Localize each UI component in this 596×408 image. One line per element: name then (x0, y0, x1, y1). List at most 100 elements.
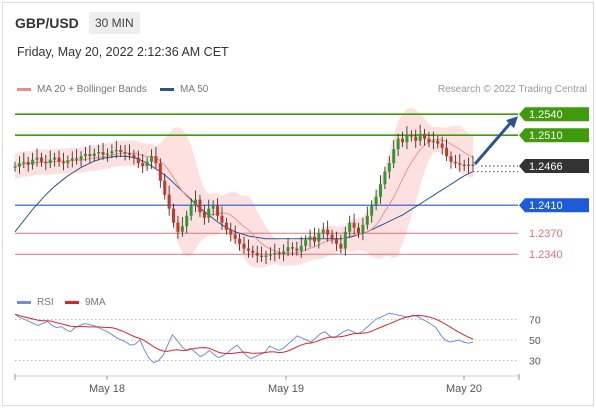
legend-ma20: MA 20 + Bollinger Bands (17, 84, 147, 95)
candle-body (326, 229, 330, 235)
candle-body (48, 159, 52, 164)
candle-body (462, 164, 466, 166)
candle-body (242, 243, 246, 249)
candle-body (13, 166, 17, 168)
candle-body (471, 164, 475, 166)
candle-body (339, 243, 343, 249)
legend-ma50-label: MA 50 (180, 84, 209, 95)
candle-body (158, 163, 162, 181)
price-tag-text-1.2370: 1.2370 (529, 228, 563, 240)
candle-body (150, 156, 154, 162)
candle-body (61, 161, 65, 164)
candle-body (431, 140, 435, 143)
candle-body (128, 153, 131, 155)
candle-body (321, 229, 325, 234)
candle-body (163, 180, 167, 195)
price-tag-1.2466 (519, 159, 589, 173)
candle-body (396, 138, 400, 150)
candle-body (467, 164, 471, 166)
candle-body (427, 138, 431, 143)
ma50-swatch (160, 87, 174, 91)
x-tick-label: May 19 (268, 383, 304, 395)
candle-body (233, 234, 237, 239)
candle-body (198, 199, 202, 213)
candle-body (224, 222, 228, 230)
candle-body (101, 152, 105, 155)
candle-body (39, 157, 43, 162)
legend-rsi: RSI (17, 297, 54, 308)
price-tag-1.2540 (519, 107, 589, 122)
candle-body (317, 233, 321, 242)
rsi-level-label: 50 (529, 335, 541, 347)
candle-body (176, 222, 180, 232)
candle-body (251, 250, 255, 253)
candle-body (401, 138, 405, 143)
candle-body (79, 156, 83, 160)
x-tick-label: May 20 (446, 383, 482, 395)
candle-body (260, 255, 264, 257)
price-tag-1.2510 (519, 128, 589, 143)
candle-body (387, 163, 391, 172)
candle-body (246, 248, 250, 251)
candle-body (286, 247, 290, 252)
legend-ma50: MA 50 (160, 84, 208, 95)
candle-body (383, 171, 387, 185)
rsi-level-label: 70 (529, 314, 541, 326)
ma20-swatch (17, 87, 31, 91)
symbol-title: GBP/USD (15, 15, 79, 31)
price-tag-text-1.2466: 1.2466 (529, 161, 563, 173)
candle-body (414, 136, 418, 141)
candle-body (268, 254, 272, 256)
candle-body (299, 245, 303, 251)
candle-body (145, 161, 149, 166)
price-chart: 1.2540 1.2510 1.2466 1.2410 1.2370 1.2340 May … (13, 107, 589, 395)
candle-body (202, 212, 206, 218)
rsi-swatch (17, 300, 31, 304)
credit-text: Research © 2022 Trading Central (437, 84, 587, 95)
candle-body (238, 238, 242, 244)
candle-body (136, 157, 140, 164)
candle-body (97, 152, 101, 154)
candle-body (57, 157, 61, 162)
candle-body (22, 161, 26, 164)
candle-body (445, 147, 449, 157)
ma20-line (14, 138, 474, 254)
candle-body (70, 158, 74, 161)
rsi-ma-swatch (65, 300, 79, 304)
candle-body (405, 135, 409, 143)
candle-body (440, 143, 444, 148)
ma50-line (14, 155, 474, 240)
candle-body (436, 140, 440, 144)
rsi-level-label: 30 (529, 356, 541, 368)
price-tag-text-1.2340: 1.2340 (529, 249, 563, 261)
candle-body (167, 194, 171, 209)
candle-body (370, 205, 374, 216)
candle-body (458, 163, 462, 165)
candle-body (264, 255, 268, 257)
candle-body (31, 159, 35, 165)
candle-body (348, 222, 352, 232)
candle-body (83, 154, 87, 157)
candle-body (172, 208, 176, 223)
candle-body (365, 215, 369, 225)
legend-rsi-label: RSI (37, 297, 54, 308)
timestamp: Friday, May 20, 2022 2:12:36 AM CET (17, 45, 229, 59)
candle-body (423, 133, 427, 139)
candle-body (123, 152, 127, 154)
candle-body (277, 252, 281, 255)
candle-body (229, 229, 233, 235)
candle-body (26, 161, 30, 165)
interval-badge[interactable]: 30 MIN (89, 12, 140, 34)
candle-body (105, 153, 109, 155)
forecast-arrow-head (506, 116, 518, 129)
candle-body (185, 215, 189, 227)
price-tag-text-1.2410: 1.2410 (529, 200, 563, 212)
candle-body (216, 205, 220, 216)
candle-body (352, 222, 356, 228)
candle-body (154, 156, 158, 164)
legend-ma20-label: MA 20 + Bollinger Bands (37, 84, 147, 95)
price-tag-1.2410 (519, 198, 589, 213)
candle-body (211, 205, 215, 209)
candle-body (334, 238, 338, 244)
